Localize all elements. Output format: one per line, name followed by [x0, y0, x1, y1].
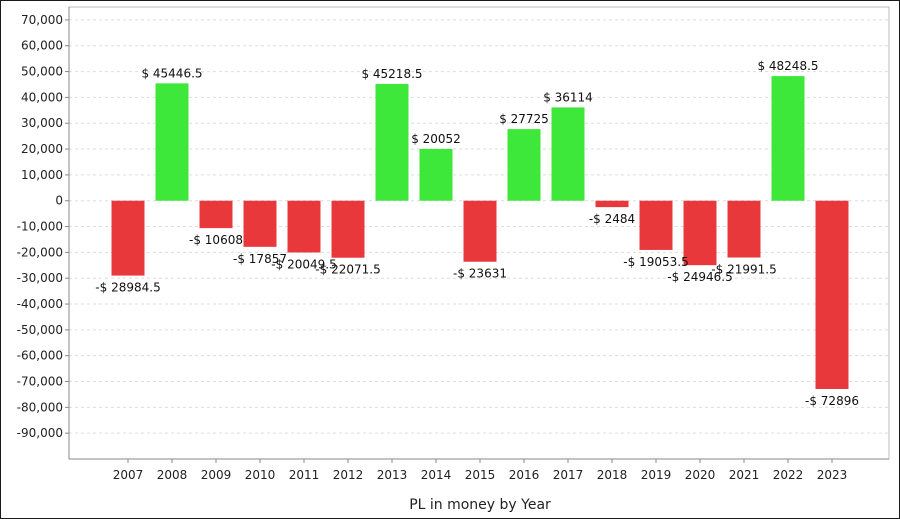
y-tick-label: 50,000: [21, 65, 63, 79]
y-tick-label: -30,000: [17, 271, 63, 285]
y-tick-label: -60,000: [17, 349, 63, 363]
bar-2008: [155, 83, 189, 201]
x-tick-label-2008: 2008: [157, 468, 188, 482]
x-tick-label-2011: 2011: [289, 468, 320, 482]
x-tick-label-2007: 2007: [113, 468, 144, 482]
x-tick-labels: 2007 2008 2009 2010 2011 2012 2013 2014 2015 2016…: [113, 468, 848, 482]
data-label-2020: -$ 24946.5: [667, 270, 732, 284]
x-tick-label-2023: 2023: [817, 468, 848, 482]
data-label-2016: $ 27725: [499, 112, 549, 126]
x-tick-label-2022: 2022: [773, 468, 804, 482]
bar-2021: [727, 200, 761, 258]
y-tick-label: 20,000: [21, 142, 63, 156]
y-tick-label: -20,000: [17, 245, 63, 259]
y-tick-label: 70,000: [21, 13, 63, 27]
bar-2017: [551, 107, 585, 201]
x-tick-label-2016: 2016: [509, 468, 540, 482]
data-label-2008: $ 45446.5: [141, 66, 202, 80]
x-tick-label-2015: 2015: [465, 468, 496, 482]
y-tick-label: 40,000: [21, 90, 63, 104]
bar-2022: [771, 76, 805, 201]
data-label-2015: -$ 23631: [453, 267, 507, 281]
bar-2013: [375, 83, 409, 201]
y-tick-label: -50,000: [17, 323, 63, 337]
y-tick-label: -80,000: [17, 400, 63, 414]
x-tick-label-2014: 2014: [421, 468, 452, 482]
bar-2018: [595, 200, 629, 208]
bar-2019: [639, 200, 673, 250]
data-label-2023: -$ 72896: [805, 394, 859, 408]
x-tick-label-2020: 2020: [685, 468, 716, 482]
y-tick-label: 30,000: [21, 116, 63, 130]
bar-2023: [815, 200, 849, 389]
bars: [111, 76, 849, 389]
x-tick-label-2021: 2021: [729, 468, 760, 482]
x-tick-label-2013: 2013: [377, 468, 408, 482]
x-tick-label-2019: 2019: [641, 468, 672, 482]
data-label-2010: -$ 17857: [233, 252, 287, 266]
bar-2020: [683, 200, 717, 266]
x-tick-label-2009: 2009: [201, 468, 232, 482]
bar-2011: [287, 200, 321, 253]
data-label-2019: -$ 19053.5: [623, 255, 688, 269]
y-tick-label: -10,000: [17, 220, 63, 234]
y-tick-labels: 70,000 60,000 50,000 40,000 30,000 20,000 10,0…: [17, 13, 63, 440]
x-tick-label-2018: 2018: [597, 468, 628, 482]
data-label-2007: -$ 28984.5: [95, 281, 160, 295]
bar-2016: [507, 129, 541, 201]
x-axis-title: PL in money by Year: [409, 497, 551, 513]
data-label-2012: -$ 22071.5: [315, 263, 380, 277]
y-tick-label: 10,000: [21, 168, 63, 182]
y-tick-label: -40,000: [17, 297, 63, 311]
data-label-2013: $ 45218.5: [361, 67, 422, 81]
bar-2014: [419, 148, 453, 201]
x-tick-label-2010: 2010: [245, 468, 276, 482]
bar-2007: [111, 200, 145, 276]
data-label-2021: -$ 21991.5: [711, 263, 776, 277]
data-label-2018: -$ 2484: [589, 212, 635, 226]
y-tick-label: 0: [55, 194, 63, 208]
data-label-2022: $ 48248.5: [757, 59, 818, 73]
axes: [65, 7, 889, 463]
data-label-2011: -$ 20049.5: [271, 257, 336, 271]
data-label-2009: -$ 10608: [189, 233, 243, 247]
data-label-2014: $ 20052: [411, 132, 461, 146]
bar-2012: [331, 200, 365, 258]
bar-2010: [243, 200, 277, 247]
x-tick-label-2012: 2012: [333, 468, 364, 482]
data-label-2017: $ 36114: [543, 90, 593, 104]
y-tick-label: 60,000: [21, 39, 63, 53]
y-tick-label: -90,000: [17, 426, 63, 440]
bar-2009: [199, 200, 233, 229]
x-tick-label-2017: 2017: [553, 468, 584, 482]
bar-2015: [463, 200, 497, 262]
data-labels: -$ 28984.5 $ 45446.5 -$ 10608 -$ 17857-$ 20…: [95, 59, 859, 408]
y-tick-label: -70,000: [17, 375, 63, 389]
